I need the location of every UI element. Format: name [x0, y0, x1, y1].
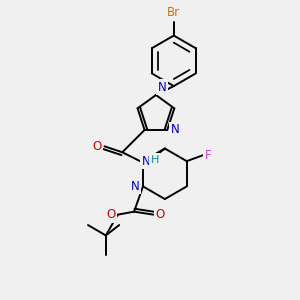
Text: N: N	[158, 80, 166, 94]
Text: F: F	[205, 149, 211, 162]
Text: H: H	[151, 155, 159, 165]
Text: O: O	[106, 208, 115, 221]
Text: O: O	[156, 208, 165, 221]
Text: N: N	[142, 155, 150, 168]
Text: Br: Br	[167, 6, 180, 19]
Text: O: O	[92, 140, 101, 153]
Text: N: N	[171, 124, 180, 136]
Text: N: N	[131, 180, 140, 193]
